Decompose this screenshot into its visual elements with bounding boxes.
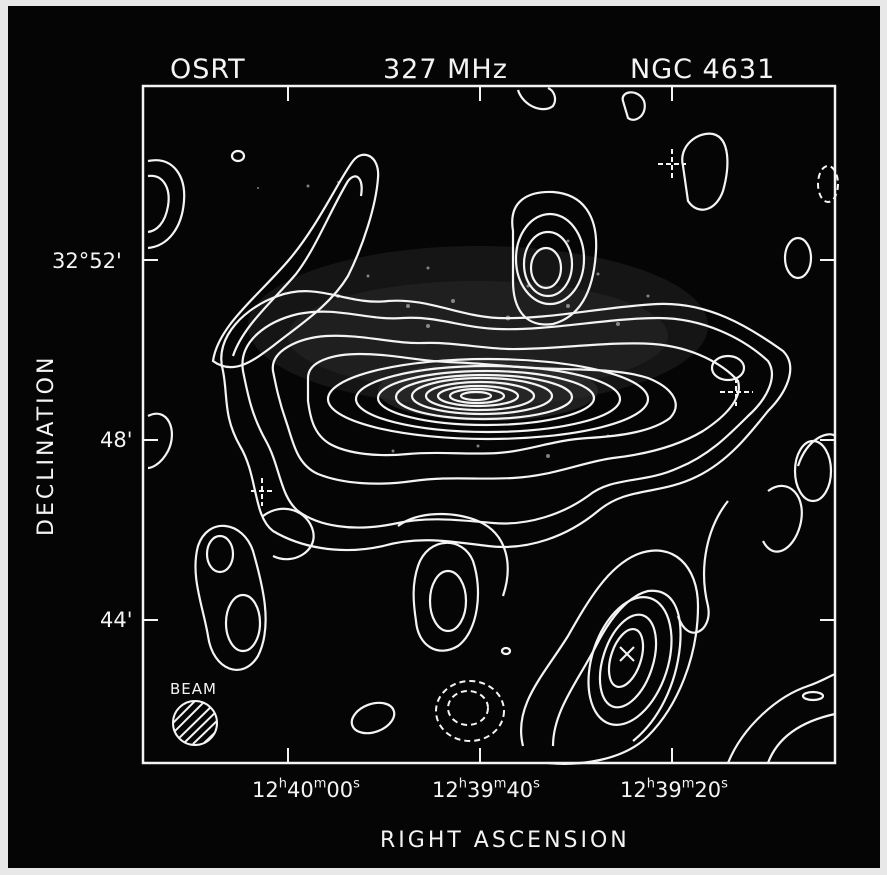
- x-axis-title: RIGHT ASCENSION: [380, 828, 630, 853]
- beam-ellipse: [172, 700, 218, 746]
- ra-tick-label-1: 12h40m00s: [252, 776, 360, 802]
- negative-contours: [435, 165, 839, 742]
- ra-tick-label-2: 12h39m40s: [432, 776, 540, 802]
- object-label: NGC 4631: [630, 54, 776, 85]
- y-axis-title: DECLINATION: [34, 354, 59, 536]
- figure-panel: OSRT 327 MHz NGC 4631 32°52' 48' 44' 12h…: [8, 6, 880, 868]
- ra-tick-label-3: 12h39m20s: [620, 776, 728, 802]
- dec-tick-label-2: 48': [100, 428, 133, 452]
- position-crosses: [251, 149, 753, 662]
- dec-tick-label-3: 44': [100, 608, 133, 632]
- contour-map: [141, 84, 839, 765]
- beam-label: BEAM: [170, 680, 217, 698]
- tick-marks: [143, 86, 835, 763]
- frequency-label: 327 MHz: [383, 54, 508, 85]
- telescope-label: OSRT: [170, 54, 246, 85]
- optical-galaxy-image: [248, 246, 708, 421]
- plot-frame: [141, 84, 837, 765]
- radio-contours: [147, 86, 836, 765]
- dec-tick-label-1: 32°52': [52, 249, 122, 273]
